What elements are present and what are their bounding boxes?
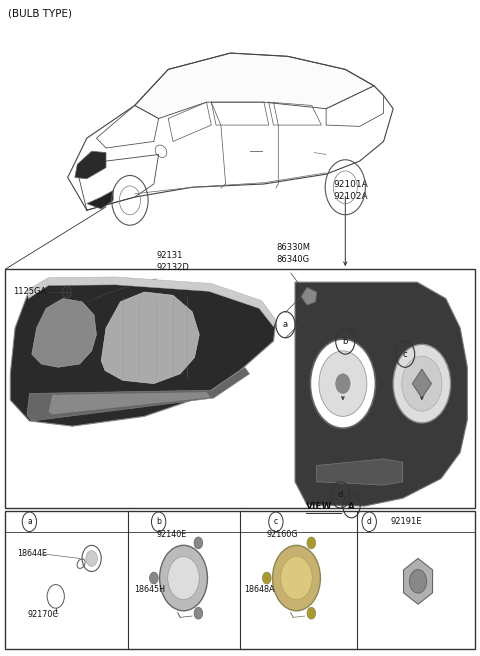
Text: a: a xyxy=(283,320,288,329)
Circle shape xyxy=(263,572,271,584)
FancyBboxPatch shape xyxy=(5,511,475,649)
Text: (BULB TYPE): (BULB TYPE) xyxy=(8,9,72,18)
Circle shape xyxy=(194,607,203,619)
Text: 18644E: 18644E xyxy=(17,549,48,558)
Circle shape xyxy=(281,556,312,600)
Text: VIEW: VIEW xyxy=(306,502,333,510)
Circle shape xyxy=(86,550,97,566)
Text: 92131
92132D: 92131 92132D xyxy=(156,251,189,272)
Polygon shape xyxy=(27,367,250,421)
Circle shape xyxy=(194,537,203,549)
Text: d: d xyxy=(367,518,372,526)
Polygon shape xyxy=(301,287,317,305)
Polygon shape xyxy=(27,277,276,327)
Text: 86330M
86340G: 86330M 86340G xyxy=(276,243,310,264)
Circle shape xyxy=(159,545,207,611)
Text: A: A xyxy=(348,502,355,510)
Circle shape xyxy=(336,374,350,394)
Circle shape xyxy=(393,344,451,423)
Polygon shape xyxy=(295,282,468,506)
Circle shape xyxy=(311,339,375,428)
Text: c: c xyxy=(403,350,408,359)
Circle shape xyxy=(273,545,321,611)
Polygon shape xyxy=(135,53,374,119)
Text: 92101A
92102A: 92101A 92102A xyxy=(333,180,368,201)
Circle shape xyxy=(307,607,316,619)
Text: a: a xyxy=(27,518,32,526)
Polygon shape xyxy=(412,369,432,398)
Text: b: b xyxy=(156,518,161,526)
FancyBboxPatch shape xyxy=(5,269,475,508)
Polygon shape xyxy=(48,392,210,415)
Polygon shape xyxy=(87,190,113,209)
Polygon shape xyxy=(101,292,199,384)
Text: d: d xyxy=(338,491,343,499)
Circle shape xyxy=(409,569,427,593)
Text: 92170C: 92170C xyxy=(27,609,58,619)
Polygon shape xyxy=(75,152,106,178)
Polygon shape xyxy=(10,279,276,426)
Text: 92160G: 92160G xyxy=(266,529,298,539)
Circle shape xyxy=(168,556,199,600)
Text: 18648A: 18648A xyxy=(244,585,275,594)
Circle shape xyxy=(307,537,316,549)
Polygon shape xyxy=(317,459,403,485)
Circle shape xyxy=(150,572,158,584)
Circle shape xyxy=(319,351,367,417)
Polygon shape xyxy=(32,298,96,367)
Text: 92191E: 92191E xyxy=(391,518,422,526)
Text: c: c xyxy=(274,518,278,526)
Text: 18645H: 18645H xyxy=(134,585,165,594)
Text: 92140E: 92140E xyxy=(156,529,187,539)
Text: 1125GA: 1125GA xyxy=(12,287,46,297)
Polygon shape xyxy=(404,558,432,604)
Text: b: b xyxy=(343,337,348,346)
Circle shape xyxy=(402,356,442,411)
